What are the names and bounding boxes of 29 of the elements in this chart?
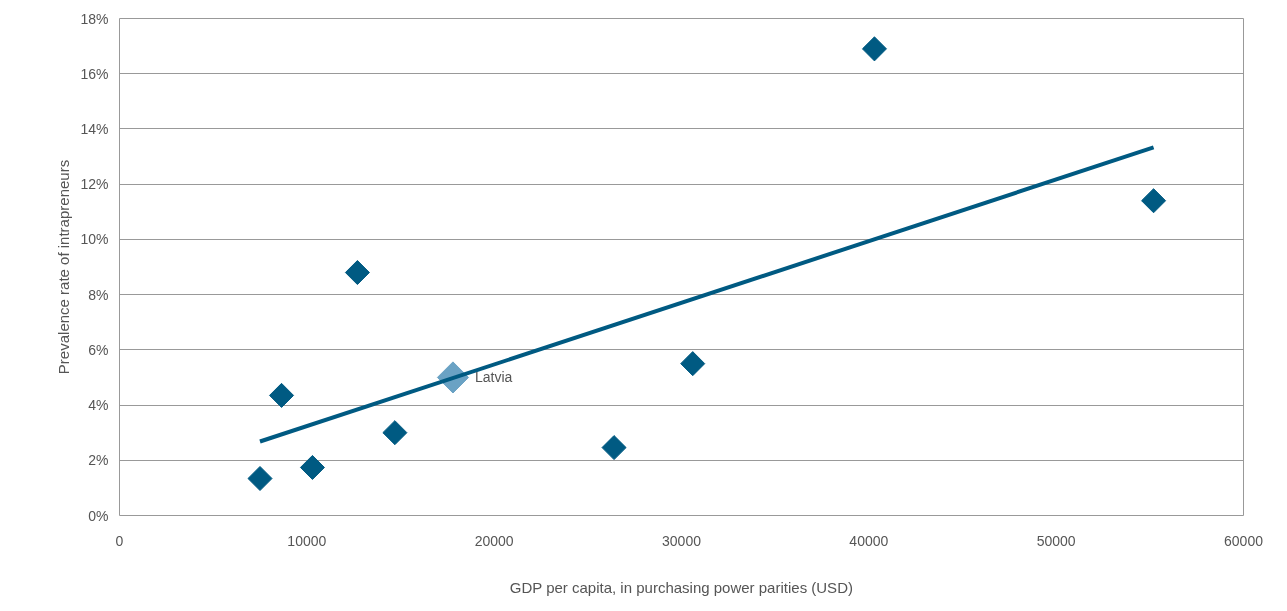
- x-tick-label: 50000: [1036, 532, 1076, 549]
- point: [269, 382, 295, 408]
- series-label: Latvia: [474, 369, 513, 386]
- point: [299, 454, 325, 480]
- x-tick-label: 0: [115, 532, 124, 549]
- point: [247, 465, 273, 492]
- x-tick-label: 60000: [1224, 532, 1264, 549]
- y-tick-label: 4%: [88, 397, 109, 414]
- point: [1141, 188, 1167, 214]
- y-tick-label: 14%: [80, 120, 109, 137]
- point: [680, 351, 706, 377]
- x-tick-label: 10000: [287, 532, 327, 549]
- y-tick-label: 16%: [80, 65, 109, 82]
- y-tick-label: 8%: [88, 286, 109, 303]
- x-tick-label: 40000: [849, 532, 889, 549]
- y-tick-label: 6%: [88, 341, 109, 358]
- y-tick-label: 0%: [88, 507, 109, 524]
- y-tick-label: 10%: [80, 231, 109, 248]
- y-tick-label: 2%: [88, 452, 109, 469]
- x-tick-label: 20000: [474, 532, 514, 549]
- point: [344, 260, 370, 286]
- point: [861, 36, 887, 62]
- y-axis-title: Prevalence rate of intrapreneurs: [55, 159, 73, 375]
- y-tick-label: 12%: [80, 176, 109, 193]
- y-tick-label: 18%: [80, 10, 109, 27]
- point: [382, 420, 408, 446]
- x-axis-title: GDP per capita, in purchasing power parities (USD): [509, 578, 853, 596]
- x-tick-label: 30000: [662, 532, 702, 549]
- point: [601, 435, 627, 461]
